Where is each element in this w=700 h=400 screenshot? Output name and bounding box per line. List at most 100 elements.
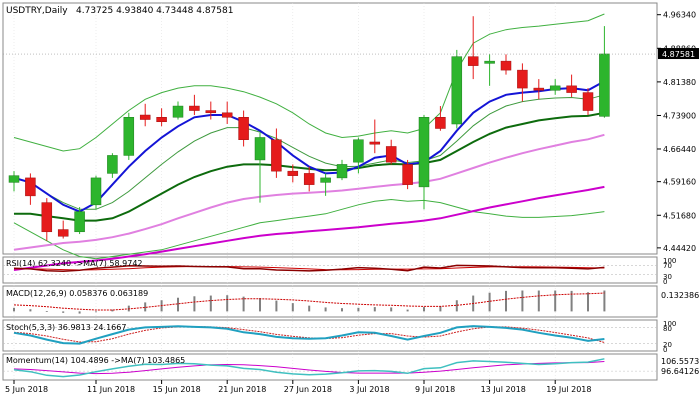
bullish-candle [336, 164, 348, 179]
macd-label: MACD(12,26,9) 0.058376 0.063189 [6, 289, 148, 298]
macd-histogram-bar [242, 296, 245, 312]
macd-histogram-bar [505, 290, 507, 312]
bullish-candle [8, 175, 20, 183]
bearish-candle [25, 177, 36, 197]
chart-ohlc: 4.73725 4.93840 4.73448 4.87581 [76, 6, 233, 16]
chart-symbol: USDTRY,Daily [6, 6, 68, 16]
bearish-candle [582, 92, 594, 111]
macd-histogram-bar [95, 311, 97, 313]
last-price-label: 4.87581 [662, 50, 695, 59]
bullish-candle [74, 211, 85, 233]
bollinger-upper-line [13, 13, 605, 152]
rsi-level-label: 70 [663, 262, 672, 270]
time-tick-label: 11 Jun 2018 [87, 385, 135, 394]
bearish-candle [287, 170, 299, 176]
bearish-candle [271, 139, 282, 172]
bullish-candle [107, 155, 118, 174]
bearish-candle [41, 202, 53, 233]
rsi-level-label: 30 [663, 273, 672, 281]
macd-histogram-bar [13, 307, 15, 312]
macd-histogram-bar [62, 311, 65, 313]
rsi-label: RSI(14) 62.3240 ->MA(7) 58.9742 [6, 259, 143, 268]
macd-histogram-bar [406, 309, 409, 312]
price-tick-label: 4.51680 [663, 211, 696, 220]
price-tick-label: 4.66440 [663, 145, 696, 154]
macd-histogram-bar [423, 307, 425, 312]
bearish-candle [57, 229, 69, 237]
bullish-candle [451, 56, 463, 125]
macd-histogram-bar [45, 311, 48, 312]
macd-histogram-bar [308, 305, 311, 312]
stoch-level-label: 20 [663, 341, 672, 349]
rsi-level-label: 100 [663, 257, 676, 265]
price-tick-label: 4.96340 [663, 11, 696, 20]
bearish-candle [500, 60, 512, 71]
macd-signal-line [13, 292, 605, 311]
macd-scale-label: 0.132386 [661, 291, 699, 300]
price-axis: 4.963404.888604.813804.739004.664404.591… [657, 11, 699, 376]
bullish-candle [353, 139, 364, 163]
stoch-label: Stoch(5,3,3) 36.9813 24.1667 [6, 323, 126, 332]
macd-histogram-bar [570, 290, 573, 312]
bearish-candle [533, 87, 545, 91]
time-tick-label: 9 Jul 2018 [415, 385, 455, 394]
bearish-candle [221, 112, 233, 118]
bearish-candle [566, 85, 577, 93]
momentum-line [13, 358, 605, 378]
price-tick-label: 4.81380 [663, 78, 696, 87]
macd-histogram-bar [439, 306, 442, 312]
macd-histogram-bar [488, 292, 491, 312]
time-tick-label: 15 Jun 2018 [153, 385, 201, 394]
time-tick-label: 27 Jun 2018 [284, 385, 332, 394]
macd-histogram-bar [144, 302, 147, 312]
bollinger-lower-line [13, 198, 605, 260]
bearish-candle [156, 117, 167, 123]
bearish-candle [139, 114, 151, 120]
stoch-pane [3, 325, 657, 345]
stoch-level-label: 0 [663, 346, 667, 354]
stoch-level-label: 80 [663, 325, 672, 333]
bearish-candle [303, 173, 315, 185]
stoch-level-label: 100 [663, 320, 676, 328]
macd-histogram-bar [554, 290, 557, 312]
macd-pane [13, 290, 606, 314]
bullish-candle [172, 105, 184, 118]
stoch-pane-frame [2, 319, 658, 352]
bullish-candle [549, 85, 561, 91]
macd-histogram-bar [226, 295, 229, 312]
bullish-candle [90, 177, 102, 206]
ma-long-magenta-line [13, 185, 605, 271]
momentum-scale-top: 106.5573 [661, 357, 699, 366]
macd-histogram-bar [587, 292, 589, 312]
momentum-scale-bottom: 96.64126 [661, 367, 699, 376]
bearish-candle [189, 105, 200, 111]
stoch-main-line [13, 325, 605, 345]
macd-histogram-bar [324, 307, 327, 312]
macd-histogram-bar [291, 303, 294, 312]
macd-histogram-bar [455, 300, 458, 312]
macd-histogram-bar [111, 309, 114, 312]
last-price-box [658, 48, 699, 60]
macd-histogram-bar [521, 290, 524, 312]
bearish-candle [517, 69, 528, 89]
macd-histogram-bar [177, 297, 179, 312]
bullish-candle [254, 137, 266, 161]
momentum-ma-line [13, 361, 605, 375]
bearish-candle [205, 110, 217, 114]
macd-histogram-bar [259, 298, 261, 312]
macd-histogram-bar [78, 311, 81, 314]
bearish-candle [369, 141, 381, 145]
time-tick-label: 13 Jul 2018 [481, 385, 526, 394]
time-tick-label: 19 Jul 2018 [546, 385, 591, 394]
price-tick-label: 4.59160 [663, 178, 696, 187]
rsi-line [13, 264, 605, 273]
macd-histogram-bar [537, 290, 540, 312]
macd-histogram-bar [193, 296, 196, 312]
bullish-candle [123, 117, 135, 156]
price-tick-label: 4.44420 [663, 244, 696, 253]
bullish-candle [599, 53, 610, 117]
time-tick-label: 5 Jun 2018 [5, 385, 48, 394]
bearish-candle [238, 117, 249, 140]
bullish-candle [320, 177, 331, 183]
macd-histogram-bar [390, 307, 393, 312]
